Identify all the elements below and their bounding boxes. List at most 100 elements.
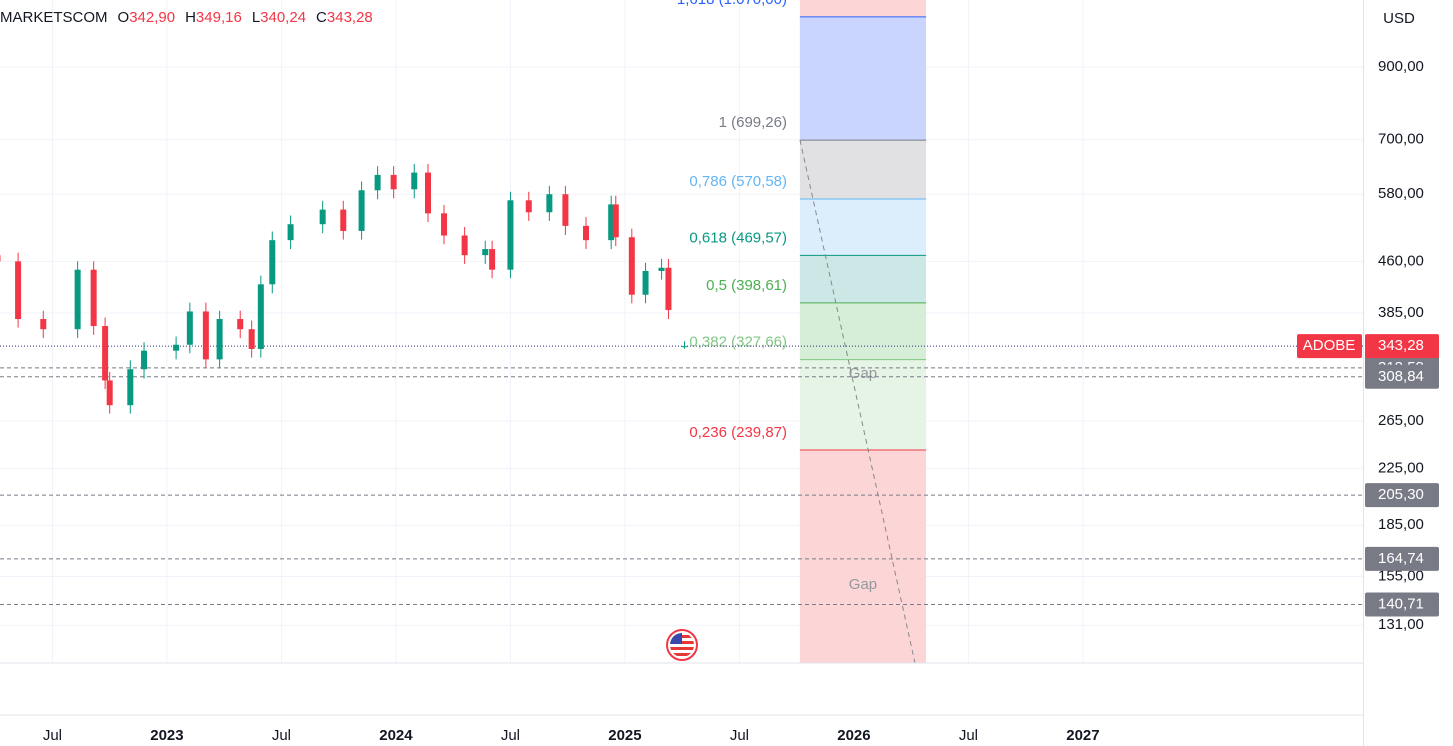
y-tick-label: 155,00 (1378, 567, 1424, 584)
fib-label: 0,618 (469,57) (689, 229, 787, 246)
flag-icon[interactable] (666, 629, 698, 661)
fib-label: 0,382 (327,66) (689, 334, 787, 351)
candle-body (202, 311, 209, 360)
ohlc-key: C (316, 9, 327, 26)
symbol-tag (1297, 334, 1362, 359)
ohlc-key: H (185, 9, 196, 26)
fib-label: 0,786 (570,58) (689, 173, 787, 190)
candle-body (248, 329, 255, 349)
symbol-tag-label: ADOBE (1303, 337, 1356, 354)
candle-body (173, 344, 180, 351)
fib-band (799, 0, 927, 17)
symbol: MARKETSCOM (0, 9, 108, 26)
x-tick-label: 2027 (1066, 727, 1099, 744)
candle-body (665, 267, 672, 310)
x-tick-label: 2023 (150, 727, 183, 744)
y-tick-label: 225,00 (1378, 460, 1424, 477)
candle-body (269, 240, 276, 285)
x-tick-label: 2024 (379, 727, 413, 744)
candle-body (15, 261, 22, 320)
x-tick-label: Jul (959, 727, 978, 744)
candle-body (489, 249, 496, 270)
candle-body (612, 204, 619, 238)
candle-body (90, 269, 97, 327)
candle-body (40, 319, 47, 330)
ohlc-key: O (118, 9, 130, 26)
fib-band (799, 16, 927, 141)
y-tick-label: 185,00 (1378, 516, 1424, 533)
candle-body (141, 350, 148, 370)
candle-body (216, 319, 223, 360)
x-tick-label: Jul (43, 727, 62, 744)
price-tag-label: 308,84 (1378, 368, 1424, 385)
x-tick-label: Jul (272, 727, 291, 744)
price-tag-label: 205,30 (1378, 486, 1424, 503)
candle-body (127, 369, 134, 406)
fib-band (799, 359, 927, 451)
candle-body (374, 174, 381, 191)
fib-band (799, 140, 927, 199)
price-tag (1365, 364, 1439, 389)
price-tag (1365, 546, 1439, 571)
candle-body (287, 224, 294, 241)
candle-body (186, 311, 193, 345)
y-tick-label: 900,00 (1378, 58, 1424, 75)
candle-body (608, 204, 615, 241)
candle-body (461, 235, 468, 256)
x-tick-label: Jul (730, 727, 749, 744)
y-tick-label: 385,00 (1378, 304, 1424, 321)
x-tick-label: 2025 (608, 727, 641, 744)
price-tag-label: 140,71 (1378, 596, 1424, 613)
ohlc-value: 340,24 (260, 9, 306, 26)
candle-body (441, 213, 448, 236)
candle-body (340, 209, 347, 231)
gap-label: Gap (849, 576, 877, 593)
currency[interactable]: USD (1383, 10, 1415, 27)
x-tick-label: Jul (501, 727, 520, 744)
candle-body (681, 346, 688, 348)
candle-body (583, 225, 590, 241)
candle-body (257, 284, 264, 349)
candle-body (106, 380, 113, 406)
ohlc-value: 343,28 (327, 9, 373, 26)
candle-body (424, 172, 431, 214)
gap-label: Gap (849, 365, 877, 382)
candle-body (390, 174, 397, 190)
fib-label: 0,236 (239,87) (689, 424, 787, 441)
candle-body (562, 194, 569, 226)
candle-body (507, 200, 514, 270)
candle-body (642, 270, 649, 295)
price-tag (1365, 483, 1439, 508)
fib-band (799, 198, 927, 256)
candle-body (482, 249, 489, 256)
candle-body (628, 237, 635, 295)
y-tick-label: 580,00 (1378, 185, 1424, 202)
ohlc-value: 342,90 (129, 9, 175, 26)
candle-body (74, 269, 81, 330)
last-price-tag (1365, 334, 1439, 359)
price-tag (1365, 592, 1439, 617)
candle-body (525, 200, 532, 213)
ohlc-value: 349,16 (196, 9, 242, 26)
fib-label: 1,618 (1.070,00) (677, 0, 787, 8)
candle-body (411, 172, 418, 190)
candle-body (102, 326, 109, 381)
candle-body (658, 267, 665, 271)
y-tick-label: 460,00 (1378, 252, 1424, 269)
price-tag-label: 164,74 (1378, 550, 1424, 567)
candle-body (237, 319, 244, 330)
candle-body (546, 194, 553, 213)
y-tick-label: 131,00 (1378, 616, 1424, 633)
x-tick-label: 2026 (837, 727, 870, 744)
y-tick-label: 700,00 (1378, 131, 1424, 148)
fib-label: 0,5 (398,61) (706, 277, 787, 294)
candle-body (358, 190, 365, 231)
fib-band (799, 302, 927, 360)
fib-band (799, 450, 927, 663)
candle-body (319, 209, 326, 225)
fib-band (799, 255, 927, 303)
last-price-label: 343,28 (1378, 337, 1424, 354)
y-tick-label: 265,00 (1378, 412, 1424, 429)
